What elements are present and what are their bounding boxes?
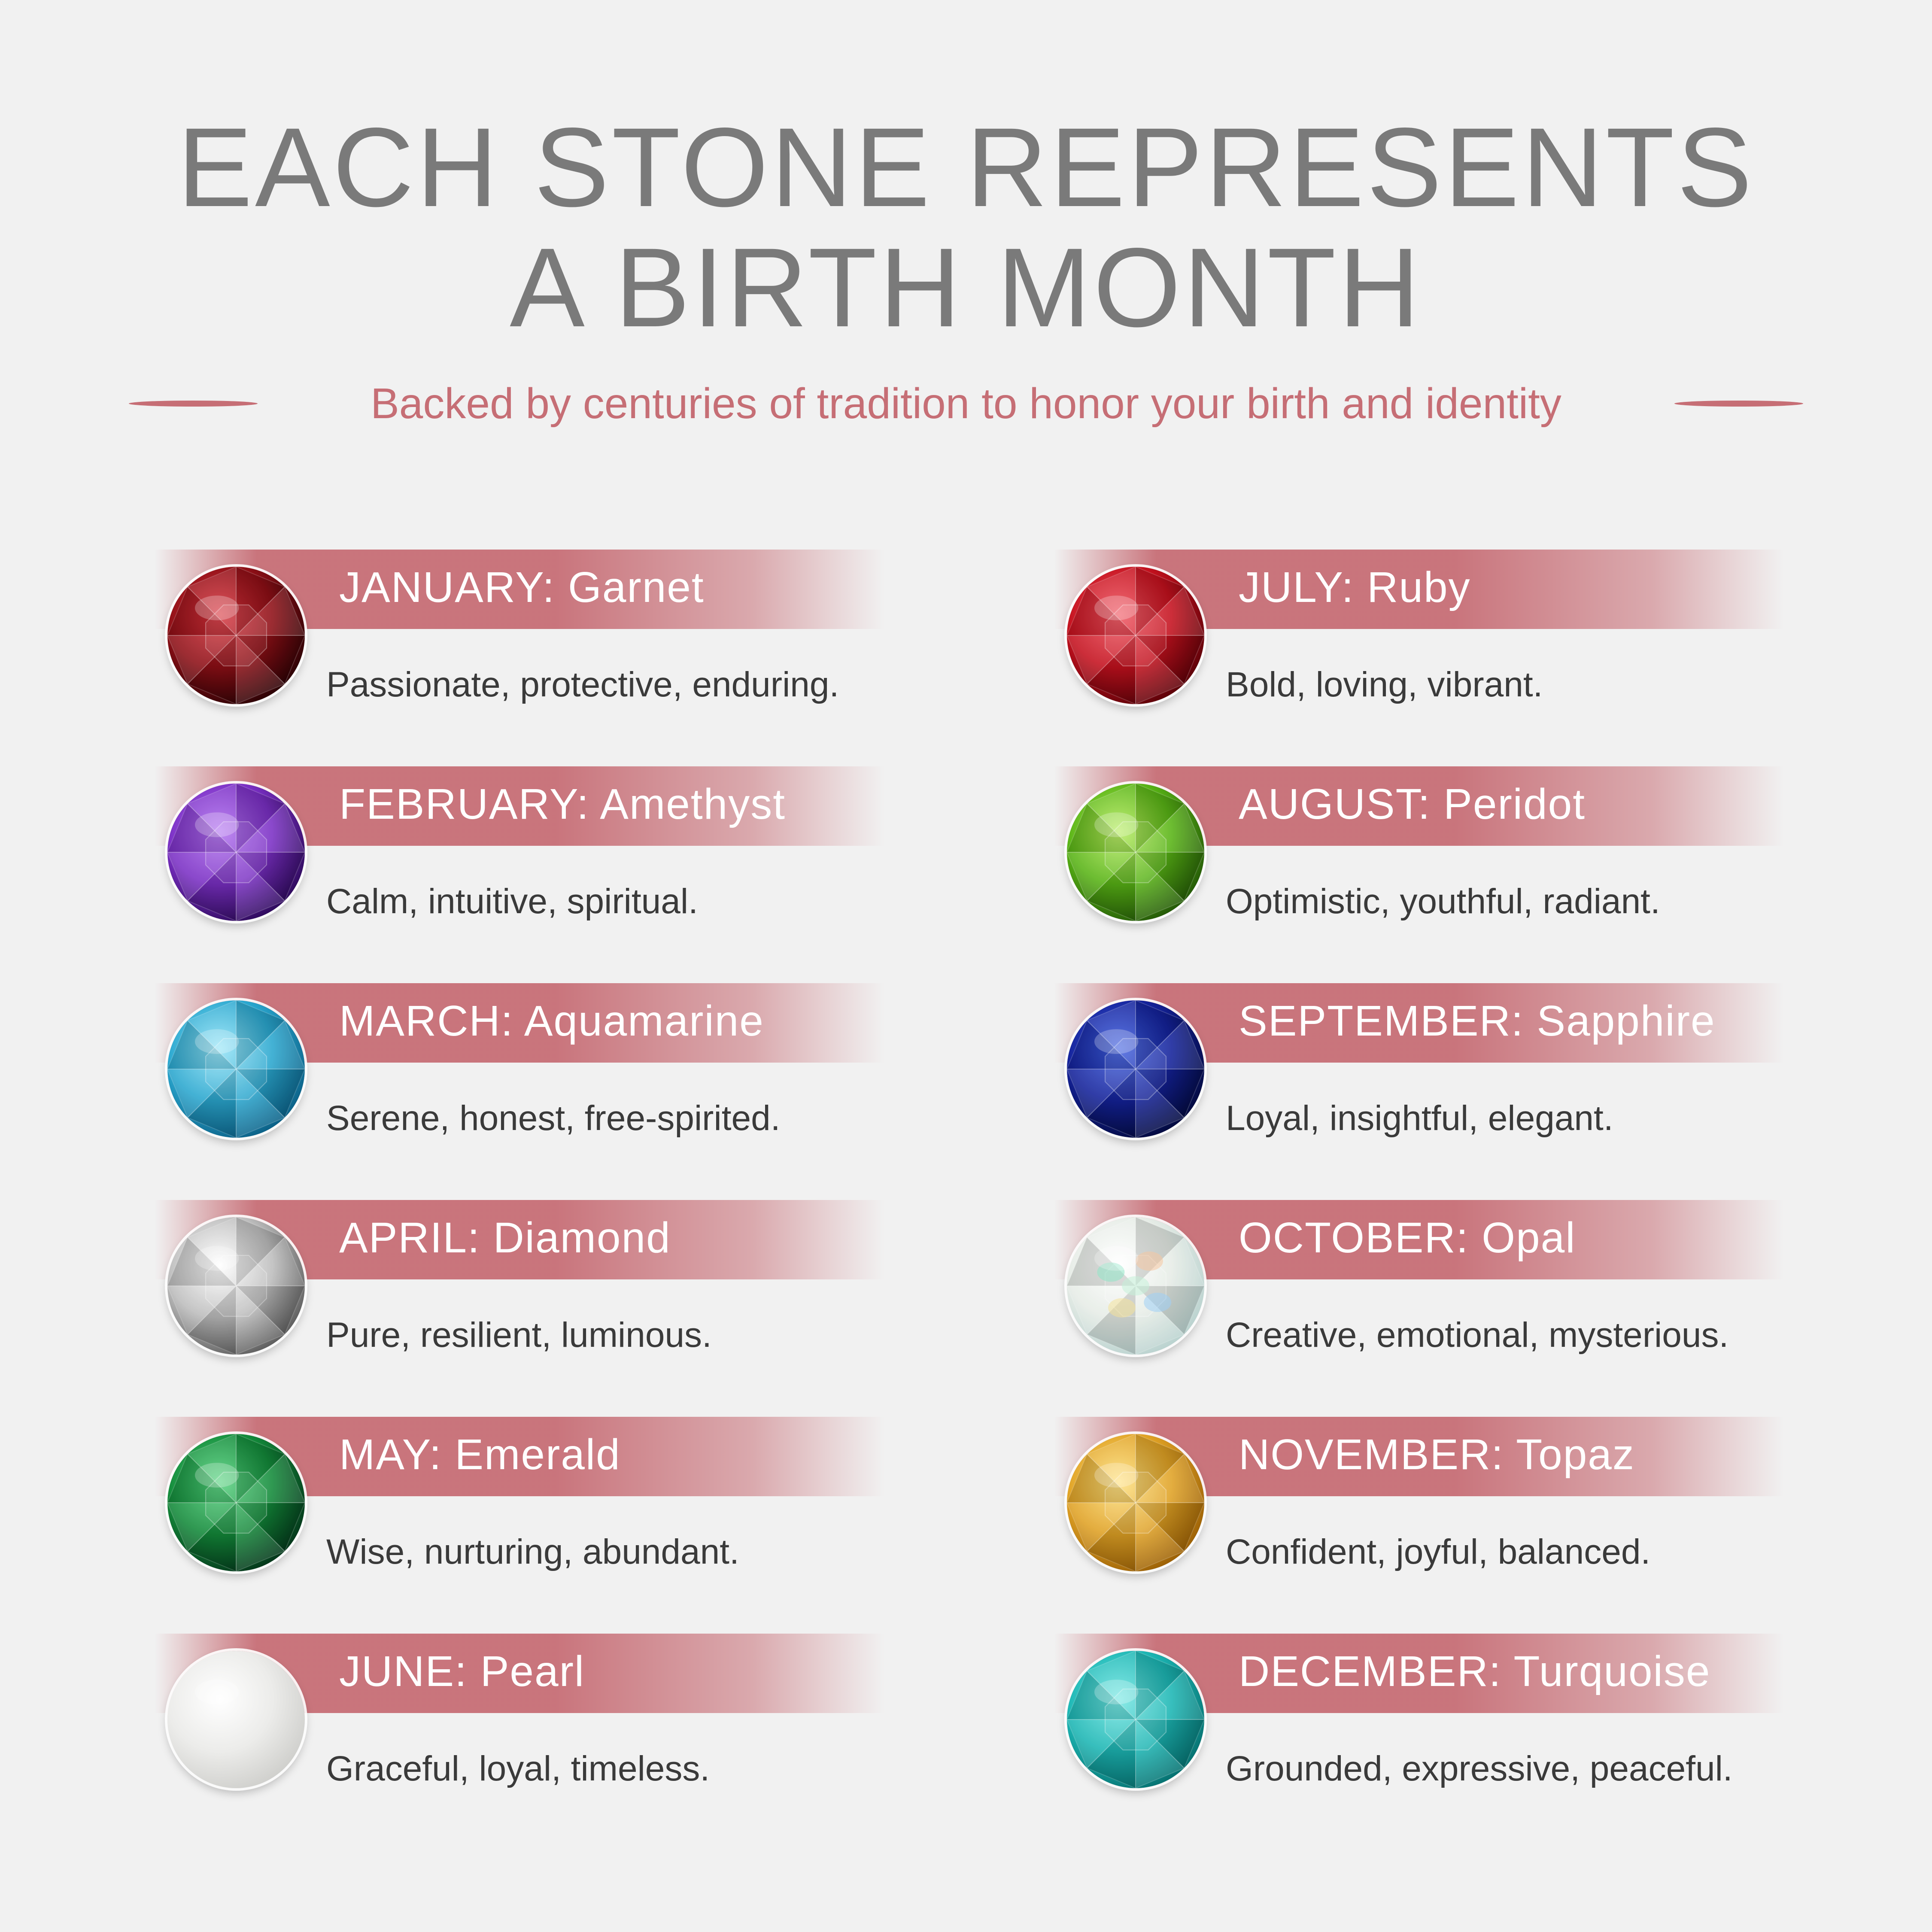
month-description: Calm, intuitive, spiritual. [326,882,698,921]
birthstone-grid: JANUARY: Garnet Passionate, protective, … [0,550,1932,1880]
month-label: SEPTEMBER: Sapphire [1239,997,1716,1045]
diamond-gem-icon [167,1217,305,1355]
month-description: Serene, honest, free-spirited. [326,1099,781,1138]
stone-item-july: JULY: Ruby Bold, loving, vibrant. [1045,550,1797,766]
aquamarine-gem-icon [167,1000,305,1138]
month-label: JUNE: Pearl [339,1647,585,1695]
stone-item-october: OCTOBER: Opal Creative, emotional, myste… [1045,1200,1797,1417]
month-description: Wise, nurturing, abundant. [326,1532,739,1571]
month-label: OCTOBER: Opal [1239,1214,1576,1262]
month-description: Creative, emotional, mysterious. [1226,1315,1729,1355]
month-description: Graceful, loyal, timeless. [326,1749,710,1788]
stone-item-january: JANUARY: Garnet Passionate, protective, … [146,550,897,766]
amethyst-gem-icon [167,784,305,921]
garnet-gem-icon [167,567,305,704]
month-label: FEBRUARY: Amethyst [339,780,786,828]
topaz-gem-icon [1067,1434,1204,1571]
month-label: JULY: Ruby [1239,563,1471,611]
title-line-1: EACH STONE REPRESENTS [177,104,1755,230]
month-description: Pure, resilient, luminous. [326,1315,712,1355]
month-label: MAY: Emerald [339,1431,621,1479]
month-label: NOVEMBER: Topaz [1239,1431,1635,1479]
turquoise-gem-icon [1067,1651,1204,1788]
title-line-2: A BIRTH MONTH [510,225,1422,350]
stone-item-march: MARCH: Aquamarine Serene, honest, free-s… [146,983,897,1200]
emerald-gem-icon [167,1434,305,1571]
left-divider-dash [129,401,258,407]
month-label: APRIL: Diamond [339,1214,671,1262]
month-description: Optimistic, youthful, radiant. [1226,882,1660,921]
month-description: Passionate, protective, enduring. [326,665,839,704]
stone-item-december: DECEMBER: Turquoise Grounded, expressive… [1045,1634,1797,1850]
subtitle-row: Backed by centuries of tradition to hono… [0,376,1932,431]
month-label: MARCH: Aquamarine [339,997,764,1045]
sapphire-gem-icon [1067,1000,1204,1138]
stone-item-august: AUGUST: Peridot Optimistic, youthful, ra… [1045,766,1797,983]
month-label: JANUARY: Garnet [339,563,705,611]
opal-gem-icon [1067,1217,1204,1355]
page-title: EACH STONE REPRESENTS A BIRTH MONTH [0,107,1932,348]
stone-item-september: SEPTEMBER: Sapphire Loyal, insightful, e… [1045,983,1797,1200]
stone-item-february: FEBRUARY: Amethyst Calm, intuitive, spir… [146,766,897,983]
month-description: Grounded, expressive, peaceful. [1226,1749,1733,1788]
stone-item-april: APRIL: Diamond Pure, resilient, luminous… [146,1200,897,1417]
ruby-gem-icon [1067,567,1204,704]
subtitle: Backed by centuries of tradition to hono… [371,380,1561,428]
stone-item-june: JUNE: Pearl Graceful, loyal, timeless. [146,1634,897,1850]
column-right: JULY: Ruby Bold, loving, vibrant. AUGUST… [1045,550,1797,1850]
peridot-gem-icon [1067,784,1204,921]
month-description: Bold, loving, vibrant. [1226,665,1543,704]
month-description: Loyal, insightful, elegant. [1226,1099,1613,1138]
month-label: AUGUST: Peridot [1239,780,1586,828]
month-label: DECEMBER: Turquoise [1239,1647,1711,1695]
month-description: Confident, joyful, balanced. [1226,1532,1651,1571]
pearl-gem-icon [167,1651,305,1788]
right-divider-dash [1674,401,1803,407]
stone-item-november: NOVEMBER: Topaz Confident, joyful, balan… [1045,1417,1797,1634]
stone-item-may: MAY: Emerald Wise, nurturing, abundant. [146,1417,897,1634]
column-left: JANUARY: Garnet Passionate, protective, … [146,550,897,1850]
